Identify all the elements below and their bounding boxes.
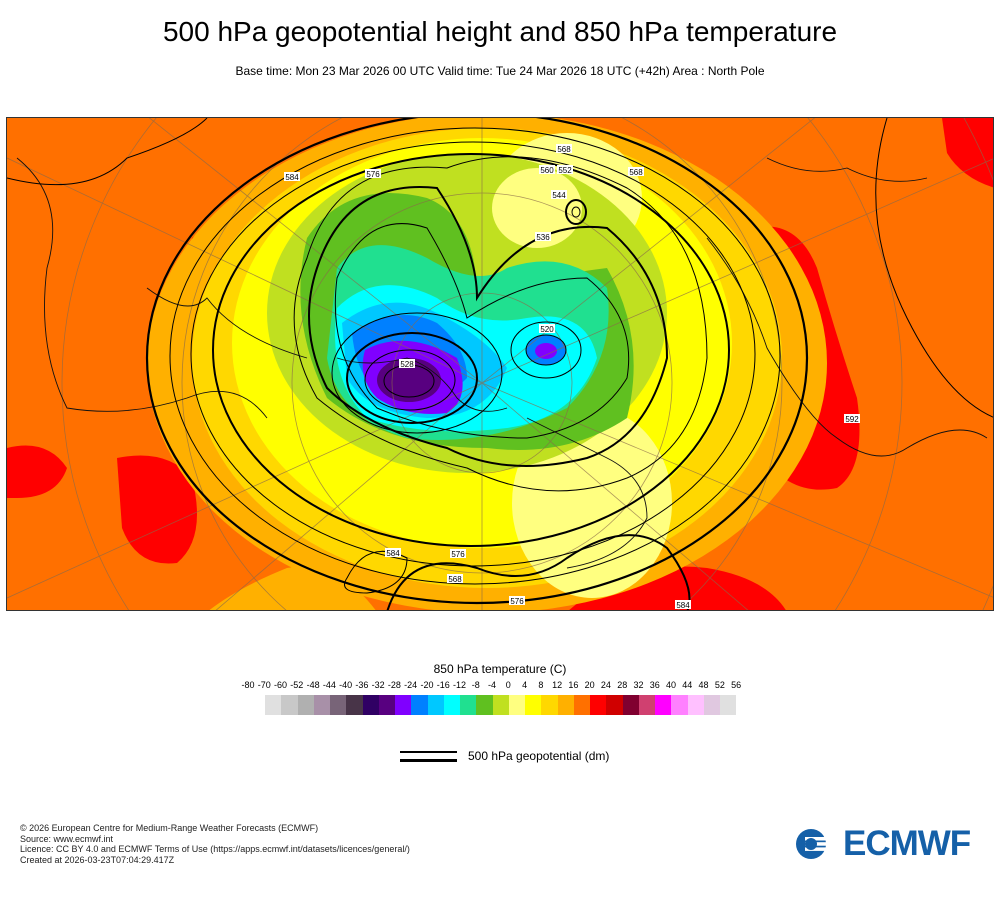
created-line: Created at 2026-03-23T07:04:29.417Z [20,854,175,865]
ecmwf-logo-icon [796,829,839,859]
colorbar-tick-label: -80 [241,680,255,690]
colorbar-tick-label: 52 [714,680,725,690]
copyright-line: © 2026 European Centre for Medium-Range … [20,823,319,833]
chart-subtitle: Base time: Mon 23 Mar 2026 00 UTC Valid … [235,64,765,78]
contour-labels: 584 576 568 560 552 544 536 584 576 568 … [284,144,860,610]
colorbar-tick-label: -20 [420,680,434,690]
ecmwf-logo: ECMWF [795,824,971,863]
colorbar-tick-label: 8 [538,680,544,690]
weather-map: 584 576 568 560 552 544 536 584 576 568 … [6,117,994,611]
contour-label: 584 [285,173,299,182]
colorbar-swatch [622,695,639,715]
chart-title: 500 hPa geopotential height and 850 hPa … [162,16,838,47]
colorbar-tick-label: -8 [471,680,480,690]
contour-label: 568 [448,575,462,584]
colorbar-tick-label: -28 [387,680,401,690]
colorbar-tick-label: 44 [682,680,693,690]
colorbar-swatch [362,695,379,715]
colorbar-swatch [313,695,330,715]
colorbar-swatch [378,695,395,715]
colorbar-swatch [492,695,509,715]
colorbar-swatch [606,695,623,715]
colorbar-tick-label: 12 [552,680,563,690]
contour-label: 584 [386,549,400,558]
colorbar-tick-label: 16 [568,680,579,690]
contour-label: 536 [536,233,550,242]
contour-label: 568 [557,145,571,154]
colorbar-swatch [508,695,525,715]
colorbar-tick-label: -24 [404,680,418,690]
contour-label: 584 [676,601,690,610]
colorbar-swatch [395,695,412,715]
colorbar-swatch [525,695,542,715]
colorbar-swatch [265,695,282,715]
colorbar-tick-label: -36 [355,680,369,690]
colorbar-swatch [655,695,672,715]
colorbar-swatch [541,695,558,715]
colorbar-tick-label: -48 [306,680,320,690]
colorbar-tick-label: -32 [371,680,385,690]
colorbar-tick-label: 28 [617,680,628,690]
colorbar-tick-label: 40 [666,680,677,690]
colorbar-swatch [720,695,737,715]
colorbar-tick-label: -16 [436,680,450,690]
coastlines [16,157,988,569]
licence-line: Licence: CC BY 4.0 and ECMWF Terms of Us… [20,844,410,854]
map-canvas: 584 576 568 560 552 544 536 584 576 568 … [7,118,993,610]
geopotential-legend-label: 500 hPa geopotential (dm) [468,749,610,763]
colorbar-swatch [297,695,314,715]
colorbar-swatch [703,695,720,715]
colorbar-tick-label: 48 [698,680,709,690]
colorbar-swatch [638,695,655,715]
colorbar-tick-label: 20 [584,680,595,690]
source-line: Source: www.ecmwf.int [20,833,114,844]
colorbar-tick-label: 0 [505,680,511,690]
temperature-field [147,118,827,610]
colorbar-tick-label: 32 [633,680,644,690]
colorbar-tick-label: -70 [257,680,271,690]
colorbar-tick-label: -40 [339,680,353,690]
contour-label: 576 [366,170,380,179]
colorbar-swatch [411,695,428,715]
colorbar-tick-label: -12 [452,680,467,690]
colorbar-title: 850 hPa temperature (C) [433,662,567,676]
colorbar-tick-label: -60 [274,680,288,690]
contour-label: 528 [400,360,414,369]
geopotential-contours [7,118,993,610]
contour-label: 520 [540,325,554,334]
colorbar-swatch [573,695,590,715]
colorbar-swatch [476,695,493,715]
colorbar-swatch [443,695,460,715]
colorbar-swatch [330,695,347,715]
contour-label: 560 [540,166,554,175]
contour-label: 576 [451,550,465,559]
colorbar-swatch [346,695,363,715]
colorbar-tick-label: -44 [322,680,336,690]
colorbar-tick-label: -4 [488,680,497,690]
colorbar [265,695,737,715]
graticule [7,118,993,610]
colorbar-swatch [557,695,574,715]
colorbar-swatch [460,695,477,715]
colorbar-swatch [687,695,704,715]
contour-label: 568 [629,168,643,177]
colorbar-tick-label: 36 [649,680,660,690]
ecmwf-logo-text: ECMWF [843,824,971,863]
legend-line-thick [400,759,457,762]
colorbar-swatch [590,695,607,715]
contour-label: 592 [845,415,859,424]
colorbar-tick-label: 56 [731,680,742,690]
colorbar-swatch [427,695,444,715]
contour-label: 552 [558,166,572,175]
colorbar-tick-label: 4 [522,680,528,690]
colorbar-tick-label: 24 [600,680,611,690]
legend-line-thin [400,751,457,753]
contour-label: 544 [552,191,566,200]
colorbar-labels: -80 -70 -60 -52 -48 -44 -40 -36 -32 -28 -24 -20 -16-… [0,680,1000,692]
colorbar-tick-label: -52 [290,680,304,690]
contour-label: 576 [510,597,524,606]
colorbar-swatch [671,695,688,715]
colorbar-swatch [281,695,298,715]
footer-credits: © 2026 European Centre for Medium-Range … [20,823,410,865]
